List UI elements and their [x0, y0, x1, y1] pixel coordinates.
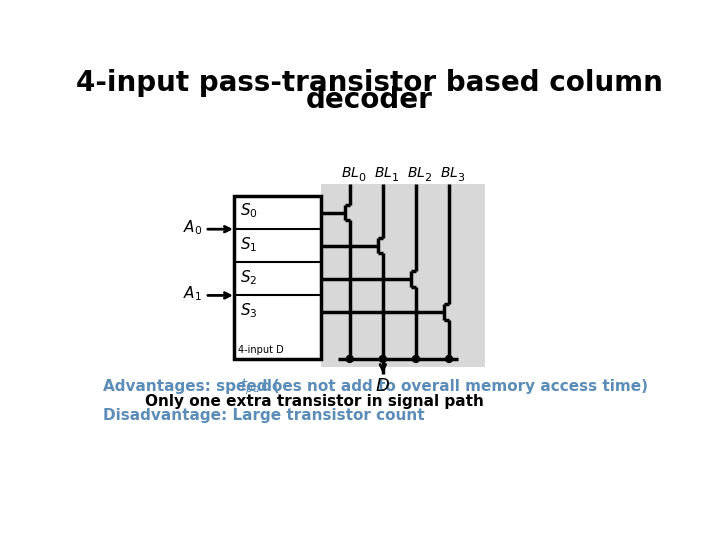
Text: $D$: $D$: [375, 377, 390, 395]
Text: $S_3$: $S_3$: [240, 301, 258, 320]
Bar: [234, 195, 321, 359]
Text: $A_0$: $A_0$: [183, 218, 202, 237]
Text: $S_1$: $S_1$: [240, 235, 258, 254]
Text: Advantages: speed (: Advantages: speed (: [104, 379, 280, 394]
Circle shape: [446, 355, 453, 362]
Text: does not add to overall memory access time): does not add to overall memory access ti…: [256, 379, 648, 394]
Circle shape: [346, 355, 354, 362]
Text: Only one extra transistor in signal path: Only one extra transistor in signal path: [104, 394, 485, 409]
Text: 3: 3: [457, 173, 464, 184]
Text: 4-input pass-transistor based column: 4-input pass-transistor based column: [76, 69, 662, 97]
Bar: [321, 184, 485, 367]
Text: $\mathit{BL}$: $\mathit{BL}$: [440, 166, 459, 180]
Text: $S_2$: $S_2$: [240, 268, 258, 287]
Text: $\mathit{BL}$: $\mathit{BL}$: [374, 166, 392, 180]
Text: $A_1$: $A_1$: [183, 285, 202, 303]
Text: Disadvantage: Large transistor count: Disadvantage: Large transistor count: [104, 408, 425, 423]
Text: 1: 1: [392, 173, 398, 184]
Text: $S_0$: $S_0$: [240, 202, 258, 220]
Text: 2: 2: [425, 173, 431, 184]
Text: 4-input D: 4-input D: [238, 345, 284, 355]
Circle shape: [379, 355, 387, 362]
Text: 0: 0: [359, 173, 365, 184]
Circle shape: [413, 355, 420, 362]
Text: $t_{pd}$: $t_{pd}$: [240, 376, 261, 397]
Text: decoder: decoder: [305, 86, 433, 114]
Text: $\mathit{BL}$: $\mathit{BL}$: [407, 166, 426, 180]
Text: $\mathit{BL}$: $\mathit{BL}$: [341, 166, 359, 180]
